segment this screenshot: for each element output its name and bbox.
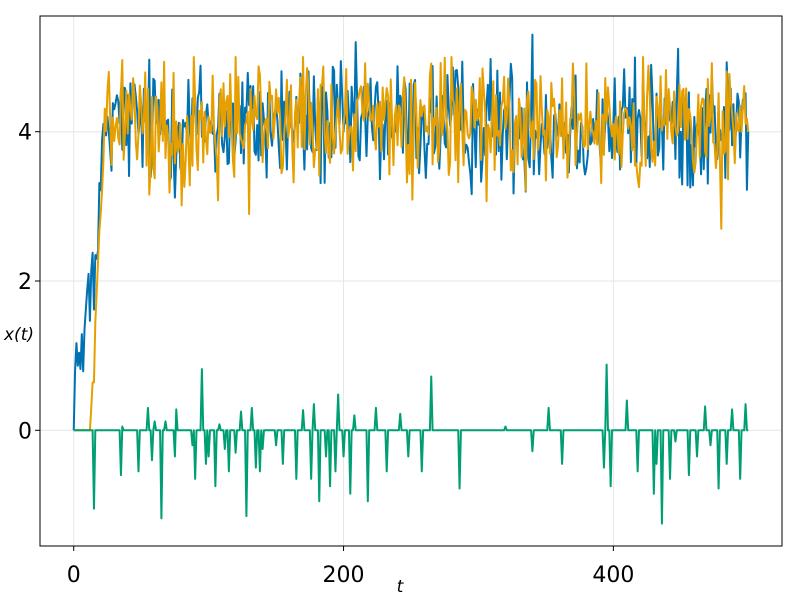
axis-ticks bbox=[35, 131, 614, 551]
x-tick-label: 200 bbox=[323, 563, 365, 588]
x-axis-label: t bbox=[397, 577, 405, 597]
y-tick-label: 4 bbox=[18, 121, 32, 146]
tick-labels: 0 200 400 0 2 4 bbox=[18, 121, 634, 588]
x-tick-label: 0 bbox=[67, 563, 81, 588]
series-line-3 bbox=[73, 363, 749, 525]
y-tick-label: 0 bbox=[18, 419, 32, 444]
x-tick-label: 400 bbox=[592, 563, 634, 588]
y-tick-label: 2 bbox=[18, 270, 32, 295]
series-lines bbox=[72, 33, 750, 525]
y-axis-label: x(t) bbox=[3, 325, 34, 345]
series-line-2 bbox=[73, 56, 750, 432]
